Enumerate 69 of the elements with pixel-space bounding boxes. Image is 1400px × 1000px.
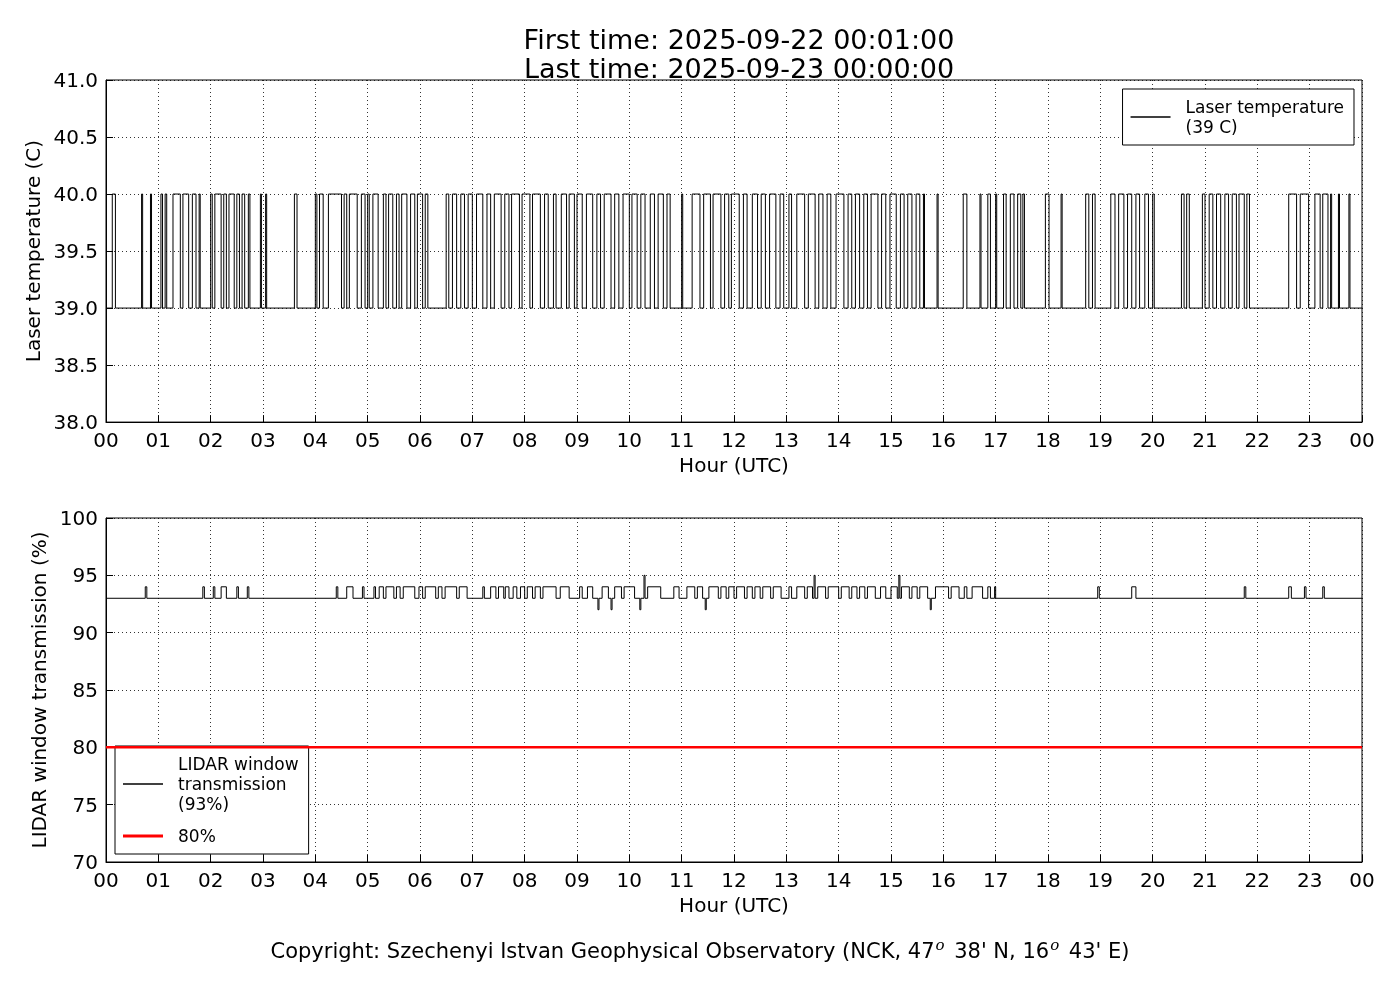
x-tick-label: 00: [1349, 868, 1375, 892]
x-tick-label: 10: [616, 428, 643, 453]
x-tick-label: 06: [407, 428, 433, 453]
y-tick-label: 38.5: [53, 353, 98, 378]
x-tick-label: 00: [93, 428, 119, 453]
x-tick-label: 20: [1139, 868, 1166, 892]
y-tick-label: 90: [72, 620, 98, 645]
y-tick-label: 100: [59, 506, 98, 530]
x-tick-label: 02: [197, 868, 224, 892]
x-tick-label: 00: [1349, 428, 1375, 453]
x-tick-label: 11: [668, 428, 695, 453]
x-tick-label: 17: [982, 428, 1009, 453]
legend-label: LIDAR window transmission (93%): [178, 754, 299, 814]
x-tick-label: 15: [878, 428, 904, 453]
x-tick-label: 13: [773, 428, 800, 453]
x-tick-label: 07: [459, 428, 486, 453]
x-tick-label: 01: [145, 868, 172, 892]
y-tick-label: 80: [72, 735, 98, 760]
y-tick-label: 41.0: [53, 68, 98, 92]
x-tick-label: 07: [459, 868, 486, 892]
x-tick-label: 09: [564, 868, 590, 892]
x-tick-label: 21: [1192, 428, 1218, 453]
x-tick-label: 22: [1244, 868, 1271, 892]
y-axis-title: LIDAR window transmission (%): [26, 531, 51, 849]
x-tick-label: 05: [354, 428, 381, 453]
x-tick-label: 15: [878, 868, 904, 892]
y-tick-label: 39.5: [53, 239, 98, 264]
x-tick-label: 11: [668, 868, 695, 892]
x-tick-label: 23: [1296, 428, 1323, 453]
x-tick-label: 04: [302, 868, 329, 892]
x-tick-label: 05: [354, 868, 381, 892]
x-tick-label: 22: [1244, 428, 1271, 453]
x-tick-label: 16: [930, 428, 957, 453]
y-tick-label: 39.0: [53, 296, 98, 321]
chart-title: First time: 2025-09-22 00:01:00 Last time: 2025-09-23 00:00:00: [523, 24, 955, 84]
x-tick-label: 03: [250, 868, 276, 892]
x-tick-label: 19: [1087, 868, 1114, 892]
y-tick-label: 40.0: [53, 182, 98, 207]
x-axis-title: Hour (UTC): [679, 453, 789, 477]
x-tick-label: 18: [1035, 868, 1061, 892]
y-tick-label: 75: [72, 792, 98, 817]
x-tick-label: 14: [825, 428, 852, 453]
legend-label: Laser temperature (39 C): [1185, 97, 1345, 137]
y-tick-label: 95: [72, 563, 98, 588]
x-tick-label: 23: [1296, 868, 1323, 892]
x-tick-label: 08: [511, 428, 538, 453]
x-tick-label: 01: [145, 428, 172, 453]
y-axis-title: Laser temperature (C): [20, 139, 45, 363]
y-tick-label: 85: [72, 678, 98, 702]
x-tick-label: 06: [407, 868, 433, 892]
x-tick-label: 12: [721, 428, 747, 453]
x-tick-label: 18: [1035, 428, 1061, 453]
x-axis-title: Hour (UTC): [679, 892, 789, 917]
x-tick-label: 17: [982, 868, 1009, 892]
x-tick-label: 12: [721, 868, 747, 892]
x-tick-label: 10: [616, 868, 643, 892]
x-tick-label: 19: [1087, 428, 1114, 453]
y-tick-label: 40.5: [53, 125, 98, 150]
x-tick-label: 04: [302, 428, 329, 453]
x-tick-label: 21: [1192, 868, 1218, 892]
x-tick-label: 03: [250, 428, 276, 453]
x-tick-label: 09: [564, 428, 590, 453]
x-tick-label: 14: [825, 868, 852, 892]
x-tick-label: 16: [930, 868, 957, 892]
x-tick-label: 20: [1139, 428, 1166, 453]
legend-label: 80%: [178, 826, 216, 846]
x-tick-label: 02: [197, 428, 224, 453]
x-tick-label: 08: [511, 868, 538, 892]
x-tick-label: 13: [773, 868, 800, 892]
